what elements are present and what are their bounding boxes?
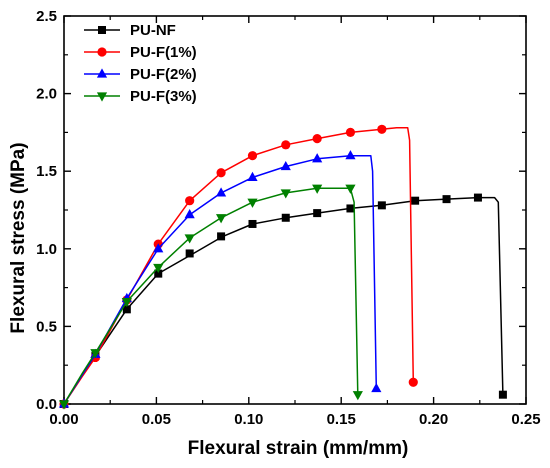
- data-point-pu-f-3: [312, 184, 323, 194]
- legend-marker-pu-f-1: [97, 47, 107, 57]
- data-point-pu-f-3: [90, 349, 101, 359]
- x-tick-label: 0.25: [511, 411, 540, 428]
- legend-label-pu-f-3: PU-F(3%): [130, 88, 197, 105]
- y-tick-label: 1.5: [36, 163, 57, 180]
- data-point-pu-nf: [185, 249, 194, 258]
- data-point-pu-f-1: [377, 124, 387, 134]
- legend-label-pu-nf: PU-NF: [130, 22, 176, 39]
- x-tick-label: 0.20: [419, 411, 448, 428]
- y-tick-label: 2.5: [36, 8, 57, 25]
- data-point-pu-f-1: [216, 168, 226, 178]
- legend-label-pu-f-1: PU-F(1%): [130, 44, 197, 61]
- data-point-pu-nf: [154, 269, 163, 278]
- data-point-pu-f-3: [184, 234, 195, 244]
- series-pu-f-1: [59, 124, 418, 409]
- data-point-pu-nf: [122, 305, 131, 314]
- x-axis-title: Flexural strain (mm/mm): [188, 438, 409, 459]
- x-tick-label: 0.00: [49, 411, 78, 428]
- series-pu-f-3: [58, 184, 363, 410]
- data-point-pu-f-3: [280, 189, 291, 199]
- series-line-pu-f-1: [63, 126, 415, 405]
- data-point-pu-f-3: [121, 297, 132, 308]
- data-point-pu-f-1: [312, 134, 322, 144]
- legend-marker-pu-nf: [98, 26, 106, 34]
- data-point-pu-f-3: [153, 263, 164, 274]
- data-point-pu-f-2: [153, 243, 164, 253]
- legend-marker-pu-f-3: [96, 92, 108, 102]
- y-tick-label: 0.0: [36, 396, 57, 413]
- data-point-pu-f-2: [312, 153, 323, 163]
- legend: PU-NF PU-F(1%) PU-F(2%) PU-F(3%): [84, 22, 197, 105]
- series-line-pu-f-3: [63, 187, 359, 405]
- data-point-pu-nf: [281, 213, 290, 222]
- y-tick-label: 2.0: [36, 86, 57, 103]
- data-point-pu-f-1: [281, 140, 291, 150]
- legend-marker-pu-f-2: [96, 68, 108, 78]
- data-point-pu-f-1: [408, 377, 418, 387]
- data-point-pu-f-2: [371, 382, 382, 393]
- data-point-pu-f-2: [184, 209, 195, 219]
- x-tick-label: 0.15: [327, 411, 356, 428]
- data-point-pu-f-3: [58, 400, 70, 410]
- data-point-pu-f-3: [247, 198, 258, 208]
- data-point-pu-nf: [313, 209, 322, 218]
- data-point-pu-f-1: [345, 127, 356, 137]
- data-point-pu-f-1: [247, 151, 258, 161]
- data-point-pu-f-2: [345, 150, 356, 160]
- data-point-pu-f-3: [345, 184, 356, 194]
- data-point-pu-nf: [411, 196, 420, 205]
- data-point-pu-f-2: [280, 160, 291, 171]
- data-point-pu-nf: [473, 193, 482, 202]
- y-axis-title: Flexural stress (MPa): [8, 142, 29, 333]
- data-point-pu-nf: [442, 195, 451, 204]
- data-point-pu-f-3: [215, 214, 227, 224]
- data-point-pu-nf: [248, 219, 257, 228]
- y-tick-label: 0.5: [36, 318, 57, 335]
- data-point-pu-nf: [217, 232, 226, 241]
- data-point-pu-f-1: [185, 196, 195, 206]
- data-point-pu-nf: [498, 390, 507, 399]
- x-tick-label: 0.10: [234, 411, 263, 428]
- legend-label-pu-f-2: PU-F(2%): [130, 66, 197, 83]
- data-point-pu-f-2: [247, 171, 258, 182]
- data-point-pu-nf: [377, 201, 386, 210]
- data-point-pu-f-3: [352, 391, 363, 401]
- y-tick-label: 1.0: [36, 241, 57, 258]
- data-point-pu-nf: [346, 204, 355, 213]
- data-point-pu-f-2: [215, 187, 227, 197]
- x-tick-label: 0.05: [142, 411, 171, 428]
